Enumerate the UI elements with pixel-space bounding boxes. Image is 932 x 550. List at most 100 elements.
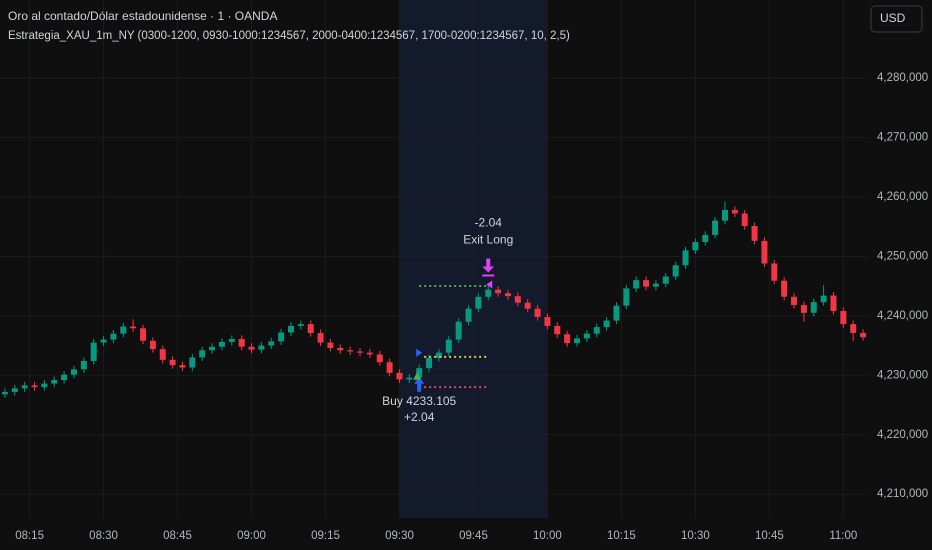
y-tick-label: 4,260,000 — [877, 191, 928, 203]
candle-body — [297, 324, 304, 326]
candle-body — [771, 263, 778, 281]
candle-body — [366, 352, 373, 355]
exit-profit: -2.04 — [475, 216, 503, 230]
candle-body — [357, 351, 364, 353]
candle-body — [11, 388, 18, 392]
candle-body — [199, 350, 206, 358]
candle-body — [751, 225, 758, 241]
y-tick-label: 4,240,000 — [877, 310, 928, 322]
candle-body — [159, 349, 166, 360]
candle-body — [278, 332, 285, 342]
candle-body — [70, 369, 77, 375]
candle-body — [100, 339, 107, 343]
x-tick-label: 09:15 — [311, 530, 340, 542]
candle-body — [1, 391, 8, 395]
x-tick-label: 10:15 — [607, 530, 636, 542]
candle-body — [386, 362, 393, 373]
candle-body — [721, 209, 728, 221]
y-tick-label: 4,250,000 — [877, 250, 928, 262]
candle-body — [209, 346, 216, 351]
x-tick-label: 09:45 — [459, 530, 488, 542]
candle-body — [179, 365, 186, 368]
x-tick-label: 10:00 — [533, 530, 562, 542]
candle-body — [435, 352, 442, 359]
candle-body — [445, 339, 452, 353]
x-tick-label: 08:45 — [163, 530, 192, 542]
candle-body — [830, 295, 837, 312]
candle-body — [495, 289, 502, 294]
entry-triangle — [413, 371, 422, 380]
candle-body — [840, 311, 847, 325]
currency-button[interactable] — [870, 5, 923, 33]
currency-label[interactable]: USD — [880, 11, 906, 25]
candle-body — [287, 325, 294, 333]
candle-body — [731, 209, 738, 214]
candle-body — [120, 326, 127, 334]
x-tick-label: 08:15 — [15, 530, 44, 542]
candle-body — [130, 326, 137, 329]
candle-body — [524, 302, 531, 309]
candle-body — [682, 250, 689, 266]
candle-body — [761, 240, 768, 264]
candle-body — [564, 334, 571, 344]
candle-body — [51, 380, 58, 384]
candle-body — [485, 289, 492, 297]
candle-body — [633, 280, 640, 289]
candle-body — [80, 360, 87, 370]
candle-body — [41, 383, 48, 388]
candle-body — [662, 276, 669, 284]
y-tick-label: 4,220,000 — [877, 429, 928, 441]
candle-body — [416, 368, 423, 378]
entry-flag — [416, 348, 423, 357]
candle-body — [140, 328, 147, 341]
candle-body — [504, 293, 511, 297]
y-tick-label: 4,280,000 — [877, 72, 928, 84]
exit-arrow — [482, 258, 495, 277]
candle-body — [258, 345, 265, 350]
candle-body — [741, 213, 748, 226]
x-tick-label: 11:00 — [829, 530, 857, 542]
candle-body — [110, 333, 117, 340]
candle-body — [327, 342, 334, 348]
chart-subtitle: Estrategia_XAU_1m_NY (0300-1200, 0930-10… — [8, 30, 570, 42]
candle-body — [465, 308, 472, 322]
candle-body — [406, 377, 413, 380]
candle-body — [603, 320, 610, 328]
candle-body — [21, 385, 28, 389]
y-tick-label: 4,210,000 — [877, 488, 928, 500]
candle-body — [169, 359, 176, 366]
candle-body — [692, 242, 699, 251]
candle-body — [860, 333, 867, 338]
candle-body — [574, 338, 581, 344]
x-tick-label: 09:00 — [237, 530, 266, 542]
candle-body — [31, 385, 38, 388]
candle-body — [307, 324, 314, 334]
candle-body — [593, 327, 600, 334]
candle-body — [347, 350, 354, 352]
candle-body — [189, 357, 196, 368]
candle-body — [90, 342, 97, 361]
candle-body — [781, 280, 788, 297]
candle-body — [228, 338, 235, 342]
x-tick-label: 10:45 — [755, 530, 784, 542]
candle-body — [514, 296, 521, 303]
candle-body — [613, 305, 620, 321]
candle-body — [317, 333, 324, 343]
entry-arrow — [414, 376, 425, 392]
exit-label: Exit Long — [463, 233, 513, 247]
candle-body — [583, 333, 590, 339]
entry-label: Buy 4233.105 — [382, 394, 456, 408]
entry-profit: +2.04 — [404, 410, 435, 424]
candle-body — [554, 325, 561, 335]
candle-body — [426, 358, 433, 369]
candle-body — [534, 308, 541, 317]
candle-body — [455, 321, 462, 340]
x-tick-label: 08:30 — [89, 530, 118, 542]
candle-body — [643, 280, 650, 287]
candle-body — [248, 346, 255, 350]
candle-body — [820, 295, 827, 303]
candle-body — [337, 347, 344, 351]
